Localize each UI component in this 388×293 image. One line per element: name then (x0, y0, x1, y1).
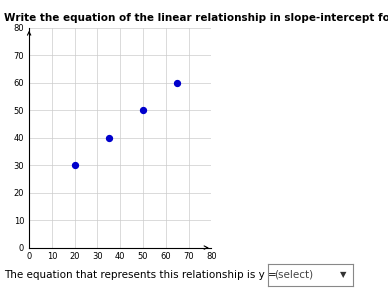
Point (174, 80, 180, 85)
Point (140, 108, 146, 113)
Text: Write the equation of the linear relationship in slope-intercept form.: Write the equation of the linear relatio… (4, 13, 388, 23)
Text: ▼: ▼ (340, 270, 346, 279)
Text: The equation that represents this relationship is y =: The equation that represents this relati… (4, 270, 277, 280)
Text: (select): (select) (275, 270, 314, 280)
Point (71, 163, 78, 168)
Point (106, 135, 112, 140)
